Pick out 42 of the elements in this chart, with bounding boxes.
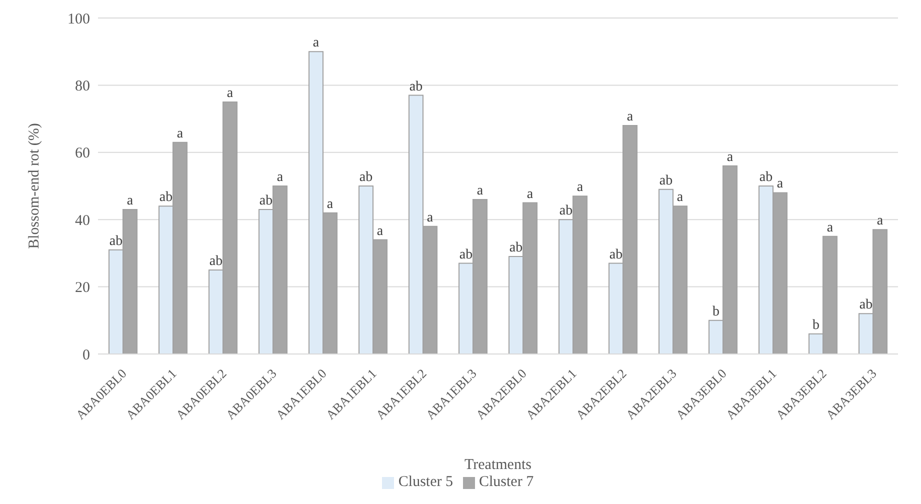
data-label: ab — [209, 254, 223, 269]
x-axis-title: Treatments — [464, 457, 532, 473]
data-label: b — [712, 304, 720, 320]
legend-label: Cluster 7 — [479, 474, 534, 490]
data-label: a — [826, 220, 834, 236]
data-label: ab — [259, 194, 273, 209]
y-tick-label: 100 — [68, 11, 90, 28]
data-label: a — [476, 183, 484, 198]
data-label: a — [326, 196, 334, 212]
data-label: ab — [759, 170, 773, 185]
data-label: a — [276, 170, 284, 185]
data-label: a — [426, 210, 434, 226]
data-label: ab — [409, 79, 423, 94]
y-axis-title: Blossom-end rot (%) — [26, 123, 42, 249]
data-label: ab — [159, 190, 173, 206]
data-label: a — [312, 36, 320, 51]
data-label: a — [576, 180, 584, 196]
y-tick-label: 60 — [75, 146, 90, 162]
data-label: a — [376, 224, 384, 239]
data-label: a — [176, 126, 184, 142]
y-tick-label: 20 — [75, 280, 90, 296]
data-label: ab — [359, 170, 373, 185]
data-label: a — [726, 150, 734, 165]
data-label: a — [526, 186, 534, 202]
data-label: ab — [859, 298, 873, 313]
data-label: ab — [509, 240, 523, 256]
legend-label: Cluster 5 — [398, 474, 453, 490]
data-label: a — [876, 214, 884, 229]
data-label: b — [812, 318, 820, 333]
data-label: a — [776, 176, 784, 192]
data-label: ab — [459, 247, 473, 262]
y-tick-label: 0 — [82, 347, 90, 364]
data-label: a — [126, 194, 134, 209]
data-label: a — [226, 86, 234, 101]
y-tick-label: 40 — [75, 212, 90, 229]
data-label: a — [626, 110, 634, 125]
data-label: ab — [559, 204, 573, 219]
data-label: ab — [659, 173, 673, 188]
data-label: a — [676, 190, 684, 206]
y-tick-label: 80 — [75, 78, 90, 95]
data-label: ab — [609, 247, 623, 262]
data-label: ab — [109, 234, 123, 249]
